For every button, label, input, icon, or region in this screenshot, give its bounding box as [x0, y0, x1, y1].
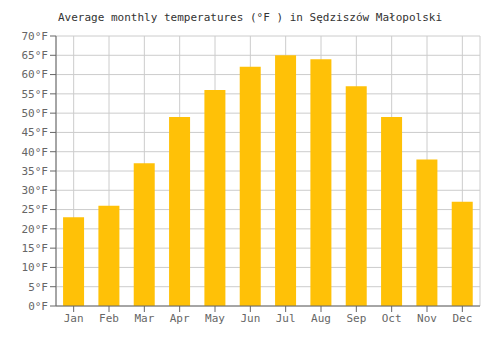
svg-text:Apr: Apr	[170, 312, 190, 325]
svg-text:60°F: 60°F	[22, 68, 49, 81]
svg-text:15°F: 15°F	[22, 242, 49, 255]
html-text:Average monthly temperatures (: Average monthly temperatures (°F ) in Sę…	[57, 11, 442, 24]
svg-text:Aug: Aug	[311, 312, 331, 325]
svg-text:65°F: 65°F	[22, 49, 49, 62]
svg-text:30°F: 30°F	[22, 184, 49, 197]
svg-text:Oct: Oct	[382, 312, 402, 325]
svg-text:55°F: 55°F	[22, 88, 49, 101]
svg-text:Sep: Sep	[346, 312, 366, 325]
svg-text:45°F: 45°F	[22, 126, 49, 139]
svg-text:10°F: 10°F	[22, 261, 49, 274]
svg-text:Feb: Feb	[99, 312, 119, 325]
svg-text:0°F: 0°F	[28, 300, 48, 313]
svg-text:35°F: 35°F	[22, 165, 49, 178]
svg-text:50°F: 50°F	[22, 107, 49, 120]
svg-text:Jan: Jan	[64, 312, 84, 325]
svg-text:May: May	[205, 312, 225, 325]
svg-text:Jun: Jun	[240, 312, 260, 325]
svg-text:70°F: 70°F	[22, 30, 49, 43]
svg-text:5°F: 5°F	[28, 281, 48, 294]
svg-text:20°F: 20°F	[22, 223, 49, 236]
svg-text:Nov: Nov	[417, 312, 437, 325]
svg-text:Mar: Mar	[134, 312, 154, 325]
svg-text:Dec: Dec	[452, 312, 472, 325]
svg-text:25°F: 25°F	[22, 203, 49, 216]
svg-text:40°F: 40°F	[22, 146, 49, 159]
svg-text:Jul: Jul	[276, 312, 296, 325]
